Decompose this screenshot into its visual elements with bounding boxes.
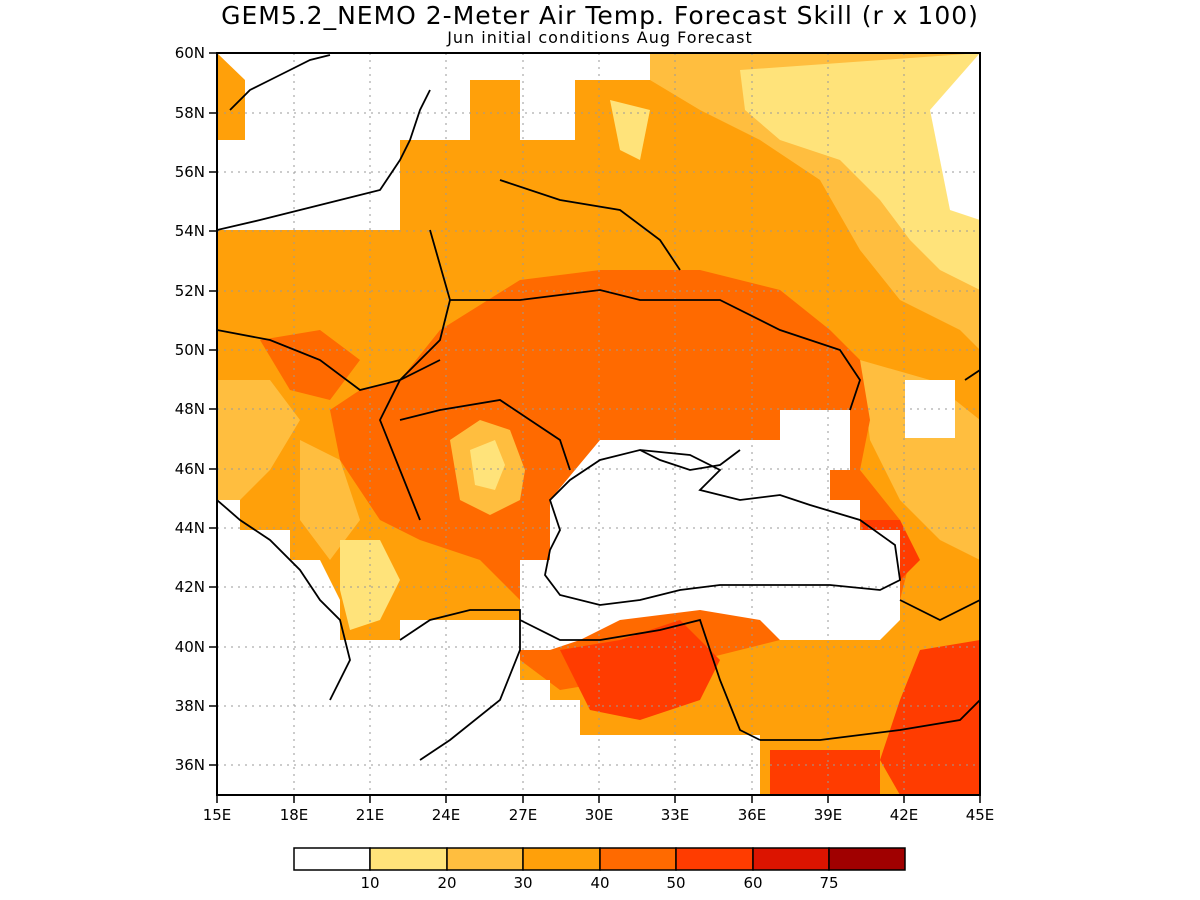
adriatic-coast	[217, 499, 351, 701]
y-tick-label: 36N	[175, 756, 205, 774]
colorbar-box-4	[599, 847, 677, 871]
y-tick-label: 46N	[175, 460, 205, 478]
colorbar-label: 75	[819, 874, 838, 892]
colorbar-box-2	[446, 847, 524, 871]
y-tick-label: 48N	[175, 400, 205, 418]
skill-region-10-20-north	[610, 100, 650, 160]
skill-region-20-30-west	[217, 380, 300, 500]
colorbar-label: 50	[666, 874, 685, 892]
masked-regions	[217, 53, 980, 795]
colorbar-label: 20	[437, 874, 456, 892]
y-tick-label: 58N	[175, 104, 205, 122]
x-tick-label: 39E	[814, 806, 843, 824]
aegean-coast	[399, 609, 521, 761]
colorbar-box-6	[752, 847, 830, 871]
border-6	[899, 599, 980, 622]
chart-subtitle: Jun initial conditions Aug Forecast	[447, 28, 753, 47]
colorbar	[293, 847, 906, 871]
x-tick-label: 30E	[585, 806, 614, 824]
x-tick-label: 42E	[890, 806, 919, 824]
x-tick-label: 24E	[432, 806, 461, 824]
x-tick-label: 45E	[966, 806, 995, 824]
x-tick-label: 15E	[203, 806, 232, 824]
axis-ticks	[209, 52, 981, 803]
border-2	[450, 289, 861, 411]
y-tick-label: 52N	[175, 282, 205, 300]
border-5	[499, 179, 681, 271]
skill-region-50-60-south	[770, 750, 880, 795]
border-3	[217, 329, 441, 391]
colorbar-labels: 10 20 30 40 50 60 75	[360, 874, 838, 892]
caspian-coast	[964, 369, 980, 381]
turkey-south-coast	[519, 618, 761, 741]
colorbar-box-1	[369, 847, 448, 871]
colorbar-label: 10	[360, 874, 379, 892]
y-tick-label: 54N	[175, 222, 205, 240]
skill-region-40-50-west	[260, 330, 360, 400]
y-tick-labels: 36N 38N 40N 42N 44N 46N 48N 50N 52N 54N …	[175, 44, 205, 774]
x-tick-label: 36E	[738, 806, 767, 824]
colorbar-box-0	[293, 847, 371, 871]
gridlines	[217, 53, 980, 795]
x-tick-label: 21E	[356, 806, 385, 824]
y-tick-label: 44N	[175, 519, 205, 537]
colorbar-box-3	[522, 847, 601, 871]
x-tick-label: 18E	[280, 806, 309, 824]
colorbar-box-7	[828, 847, 906, 871]
y-tick-label: 60N	[175, 44, 205, 62]
skill-region-10-20-northeast	[740, 53, 980, 290]
y-tick-label: 42N	[175, 578, 205, 596]
scandinavia-coast	[229, 54, 331, 111]
y-tick-label: 40N	[175, 638, 205, 656]
y-tick-label: 50N	[175, 341, 205, 359]
chart-title: GEM5.2_NEMO 2-Meter Air Temp. Forecast S…	[221, 1, 979, 30]
colorbar-label: 30	[513, 874, 532, 892]
crimea-coast	[639, 449, 741, 471]
skill-region-20-30-balkans	[300, 440, 360, 560]
x-tick-labels: 15E 18E 21E 24E 27E 30E 33E 36E 39E 42E …	[203, 806, 995, 824]
x-tick-label: 27E	[509, 806, 538, 824]
colorbar-label: 40	[590, 874, 609, 892]
baltic-coast	[217, 89, 431, 231]
y-tick-label: 38N	[175, 697, 205, 715]
border-4	[399, 399, 571, 471]
skill-region-10-20-romania	[470, 440, 505, 490]
x-tick-label: 33E	[661, 806, 690, 824]
colorbar-label: 60	[743, 874, 762, 892]
black-sea-coast	[544, 449, 901, 606]
y-tick-label: 56N	[175, 163, 205, 181]
colorbar-box-5	[675, 847, 754, 871]
skill-region-50-60-turkey	[560, 620, 720, 720]
skill-region-50-60-far-east	[880, 640, 980, 795]
border-7	[760, 699, 980, 741]
coastlines	[217, 54, 980, 761]
